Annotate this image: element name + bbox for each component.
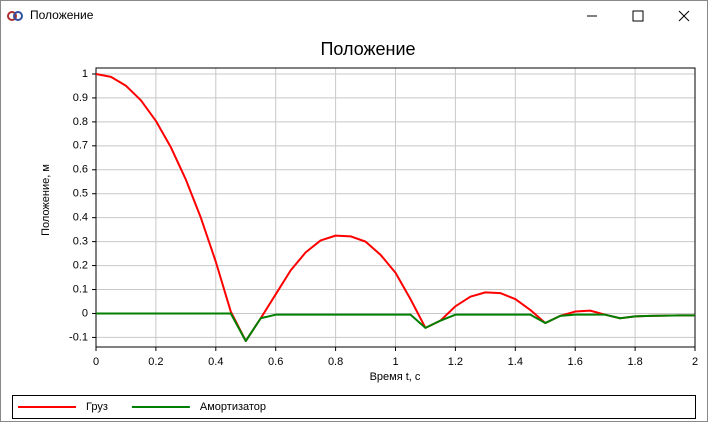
x-axis-label: Время t, с xyxy=(370,371,421,383)
app-icon xyxy=(7,11,23,21)
x-tick-label: 1.2 xyxy=(448,356,463,368)
y-tick-label: 0.5 xyxy=(73,188,88,200)
x-tick-label: 0 xyxy=(93,356,99,368)
y-axis-label: Положение, м xyxy=(40,164,52,236)
window-title: Положение xyxy=(30,8,94,22)
y-tick-label: 0.8 xyxy=(73,116,88,128)
y-tick-label: 1 xyxy=(82,68,88,80)
y-tick-label: -0.1 xyxy=(69,331,88,343)
y-tick-label: 0 xyxy=(82,307,88,319)
chart-title: Положение xyxy=(320,39,415,59)
y-tick-label: 0.9 xyxy=(73,92,88,104)
maximize-button[interactable] xyxy=(632,10,644,22)
x-tick-label: 1.8 xyxy=(627,356,642,368)
y-tick-label: 0.4 xyxy=(73,212,88,224)
x-tick-label: 0.2 xyxy=(148,356,163,368)
x-tick-label: 2 xyxy=(692,356,698,368)
x-tick-label: 1.4 xyxy=(508,356,523,368)
legend-box xyxy=(12,395,696,419)
series-line xyxy=(96,312,695,343)
y-tick-label: 0.6 xyxy=(73,164,88,176)
legend-label: Груз xyxy=(86,401,108,413)
x-tick-label: 1 xyxy=(392,356,398,368)
y-tick-label: 0.7 xyxy=(73,140,88,152)
x-tick-label: 0.4 xyxy=(208,356,223,368)
series-line xyxy=(95,73,695,343)
legend-label: Амортизатор xyxy=(200,401,266,413)
plot-border xyxy=(95,67,696,348)
y-tick-label: 0.2 xyxy=(73,259,88,271)
x-tick-label: 0.6 xyxy=(268,356,283,368)
x-tick-label: 1.6 xyxy=(568,356,583,368)
x-tick-label: 0.8 xyxy=(328,356,343,368)
y-tick-label: 0.3 xyxy=(73,236,88,248)
close-button[interactable] xyxy=(678,10,690,22)
y-tick-label: 0.1 xyxy=(73,283,88,295)
